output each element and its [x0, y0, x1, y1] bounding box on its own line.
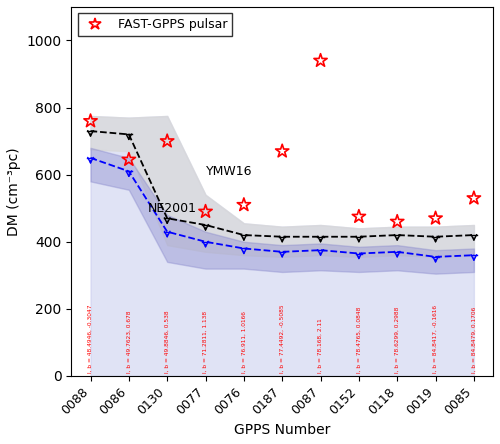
Text: l, b = 78.168, 2.11: l, b = 78.168, 2.11 — [318, 318, 323, 373]
Text: l, b = 84.8479, 0.1706: l, b = 84.8479, 0.1706 — [472, 307, 476, 373]
FAST-GPPS pulsar — [163, 138, 171, 145]
Text: l, b = 84.8417, -0.1616: l, b = 84.8417, -0.1616 — [433, 305, 438, 373]
Y-axis label: DM (cm⁻³pc): DM (cm⁻³pc) — [7, 147, 21, 236]
Text: l, b = 76.911, 1.0166: l, b = 76.911, 1.0166 — [242, 311, 246, 373]
FAST-GPPS pulsar — [240, 201, 248, 208]
Legend: FAST-GPPS pulsar: FAST-GPPS pulsar — [78, 13, 232, 36]
FAST-GPPS pulsar — [432, 215, 440, 222]
Text: YMW16: YMW16 — [206, 165, 252, 178]
Text: l, b = 78.4765, 0.0848: l, b = 78.4765, 0.0848 — [356, 307, 362, 373]
FAST-GPPS pulsar — [393, 218, 401, 225]
Text: l, b = 49.8846, 0.538: l, b = 49.8846, 0.538 — [164, 311, 170, 373]
FAST-GPPS pulsar — [355, 213, 363, 220]
Text: l, b = 77.4492, -0.5085: l, b = 77.4492, -0.5085 — [280, 305, 284, 373]
Text: l, b = 49.7623, 0.678: l, b = 49.7623, 0.678 — [126, 311, 132, 373]
FAST-GPPS pulsar — [86, 118, 94, 125]
FAST-GPPS pulsar — [470, 194, 478, 202]
Text: l, b = 78.6299, 0.2988: l, b = 78.6299, 0.2988 — [394, 307, 400, 373]
Text: NE2001: NE2001 — [148, 202, 197, 214]
Text: l, b = 48.4946, -0.3047: l, b = 48.4946, -0.3047 — [88, 305, 93, 373]
FAST-GPPS pulsar — [125, 156, 133, 163]
FAST-GPPS pulsar — [278, 148, 286, 155]
Text: l, b = 71.2811, 1.138: l, b = 71.2811, 1.138 — [203, 311, 208, 373]
X-axis label: GPPS Number: GPPS Number — [234, 423, 330, 437]
FAST-GPPS pulsar — [316, 57, 324, 64]
FAST-GPPS pulsar — [202, 208, 209, 215]
